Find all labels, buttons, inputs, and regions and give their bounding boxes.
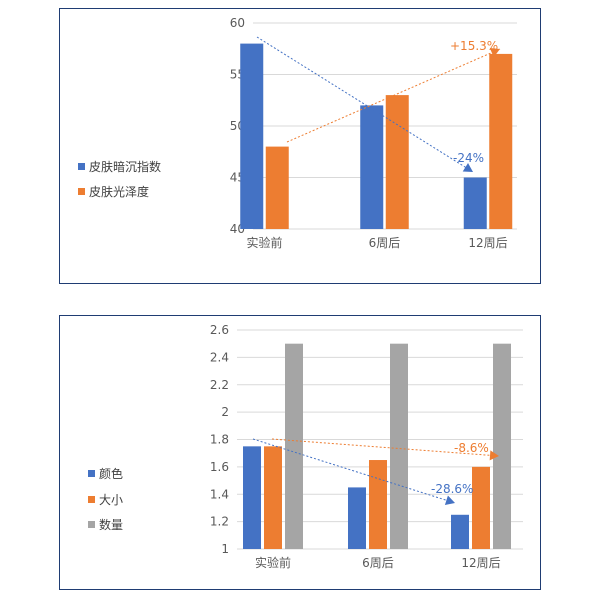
- spots-y-tick-label: 1.8: [210, 433, 229, 447]
- spots-y-tick-label: 1.4: [210, 487, 229, 501]
- spots-y-tick-label: 1.6: [210, 460, 229, 474]
- spots-x-tick-label: 实验前: [255, 555, 291, 570]
- spots-legend-label-2: 数量: [99, 517, 123, 532]
- skin-bar-1-2: [489, 53, 513, 230]
- spots-bar-1-2: [472, 466, 490, 549]
- spots-legend-swatch-2: [88, 521, 95, 528]
- skin-trend-line-1: [286, 48, 501, 143]
- spots-trend-arrowhead-1: [489, 450, 499, 461]
- spots-legend-swatch-1: [88, 496, 95, 503]
- spots-y-tick-label: 2.4: [210, 350, 229, 364]
- spots-y-tick-label: 1.2: [210, 515, 229, 529]
- spots-trend-label-0: -28.6%: [431, 482, 473, 496]
- skin-x-tick-label: 12周后: [468, 236, 507, 250]
- skin-x-tick-label: 6周后: [369, 236, 401, 250]
- spots-bar-2-0: [285, 343, 303, 549]
- skin-legend-label-0: 皮肤暗沉指数: [89, 159, 161, 174]
- chart-panel-skin: 40 45 50 55 60 实验前 6周后 12周后 皮肤暗沉指数 皮肤光泽度 -24% +15.3…: [59, 8, 541, 284]
- spots-y-tick-label: 1: [221, 542, 229, 556]
- skin-trend-arrowhead-0: [462, 162, 473, 172]
- spots-bar-0-2: [451, 514, 469, 549]
- spots-bar-0-0: [243, 446, 261, 549]
- skin-bar-0-2: [463, 177, 487, 229]
- skin-legend-label-1: 皮肤光泽度: [89, 184, 149, 199]
- spots-x-tick-label: 6周后: [362, 556, 394, 570]
- spots-legend-label-0: 颜色: [99, 466, 123, 481]
- skin-trend-line-0: [256, 36, 474, 173]
- chart-panel-spots: 1 1.2 1.4 1.6 1.8 2 2.2 2.4 2.6 实验前 6周后 12周后 颜色大小数量 -…: [59, 315, 541, 590]
- skin-trend-label-1: +15.3%: [450, 39, 498, 53]
- skin-x-tick-label: 实验前: [246, 235, 282, 250]
- skin-legend-swatch-0: [78, 163, 85, 170]
- skin-trend-label-0: -24%: [453, 151, 484, 165]
- spots-bar-0-1: [348, 487, 366, 549]
- spots-trend-arrowhead-0: [444, 495, 455, 506]
- spots-y-tick-label: 2.2: [210, 378, 229, 392]
- spots-bar-2-2: [493, 343, 511, 549]
- spots-trend-label-1: -8.6%: [454, 441, 489, 455]
- skin-trend-arrowhead-1: [489, 48, 500, 58]
- spots-bar-2-1: [390, 343, 408, 549]
- skin-bar-0-1: [360, 105, 384, 229]
- spots-legend-label-1: 大小: [99, 493, 123, 507]
- skin-bar-1-0: [265, 146, 289, 229]
- spots-x-tick-label: 12周后: [461, 556, 500, 570]
- skin-legend-swatch-1: [78, 188, 85, 195]
- skin-bar-1-1: [385, 95, 409, 229]
- skin-bar-0-0: [240, 43, 264, 229]
- spots-trend-line-0: [252, 438, 456, 504]
- spots-y-tick-label: 2.6: [210, 323, 229, 337]
- spots-legend-swatch-0: [88, 470, 95, 477]
- spots-y-tick-label: 2: [221, 405, 229, 419]
- spots-trend-line-1: [271, 438, 500, 457]
- skin-y-tick-label: 60: [230, 16, 245, 30]
- spots-bar-1-0: [264, 446, 282, 549]
- spots-bar-1-1: [369, 460, 387, 549]
